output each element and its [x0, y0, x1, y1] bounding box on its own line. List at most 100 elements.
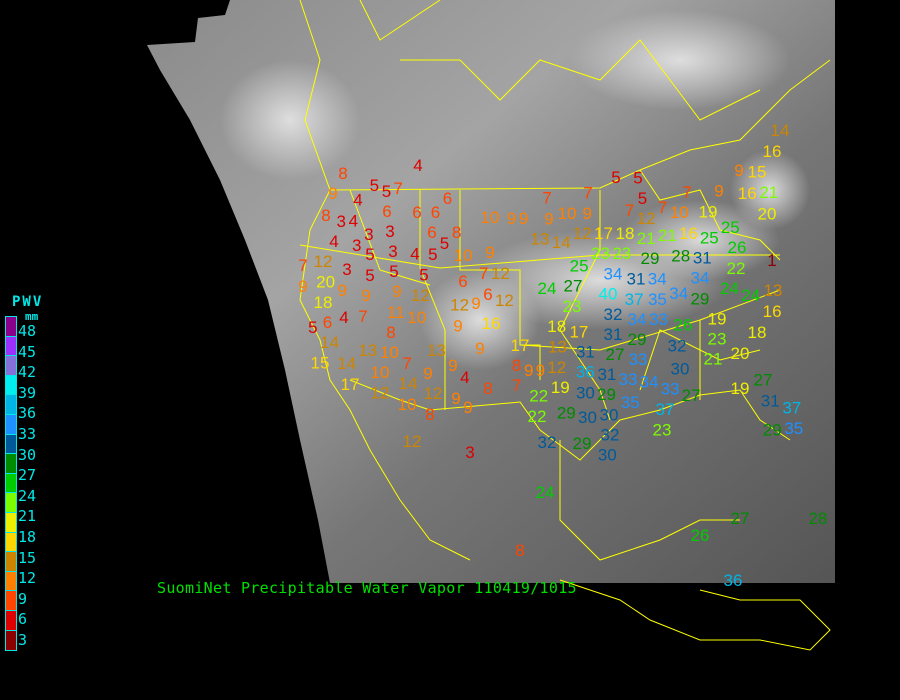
- station-pwv-value: 32: [604, 305, 623, 324]
- station-pwv-value: 13: [358, 341, 377, 360]
- legend-swatch: [6, 493, 16, 513]
- station-pwv-value: 33: [661, 379, 680, 398]
- station-pwv-value: 5: [440, 234, 449, 253]
- legend-swatch: [6, 571, 16, 592]
- station-pwv-value: 27: [731, 509, 750, 528]
- station-pwv-value: 21: [658, 226, 677, 245]
- station-pwv-value: 3: [465, 443, 474, 462]
- legend-swatch: [6, 610, 16, 631]
- station-pwv-value: 9: [519, 209, 528, 228]
- station-pwv-value: 36: [724, 571, 743, 590]
- station-pwv-value: 5: [365, 245, 374, 264]
- legend-swatch: [6, 591, 16, 611]
- station-pwv-value: 14: [399, 374, 418, 393]
- station-pwv-value: 25: [721, 218, 740, 237]
- legend-tick-label: 24: [18, 486, 37, 505]
- station-pwv-value: 34: [628, 310, 647, 329]
- station-pwv-value: 18: [314, 293, 333, 312]
- station-pwv-value: 8: [483, 379, 492, 398]
- station-pwv-value: 5: [633, 169, 642, 188]
- station-pwv-value: 8: [321, 206, 330, 225]
- station-pwv-value: 10: [481, 208, 500, 227]
- station-pwv-value: 22: [727, 259, 746, 278]
- station-pwv-value: 9: [524, 361, 533, 380]
- station-pwv-value: 3: [385, 222, 394, 241]
- station-pwv-value: 26: [674, 316, 693, 335]
- station-pwv-value: 28: [809, 509, 828, 528]
- station-pwv-value: 18: [616, 224, 635, 243]
- station-pwv-value: 19: [731, 379, 750, 398]
- station-pwv-value: 5: [365, 266, 374, 285]
- station-pwv-value: 24: [536, 483, 555, 502]
- station-pwv-value: 7: [298, 256, 307, 275]
- station-pwv-value: 7: [658, 198, 667, 217]
- station-pwv-value: 5: [370, 176, 379, 195]
- station-pwv-value: 10: [558, 204, 577, 223]
- station-pwv-value: 27: [682, 386, 701, 405]
- legend-swatch: [6, 532, 16, 553]
- station-pwv-value: 9: [471, 294, 480, 313]
- station-pwv-value: 16: [738, 184, 757, 203]
- political-borders: [299, 0, 831, 651]
- station-pwv-value: 14: [552, 233, 571, 252]
- legend-color-bar: [5, 316, 17, 652]
- station-pwv-value: 17: [511, 336, 530, 355]
- station-pwv-value: 26: [728, 238, 747, 257]
- station-pwv-value: 31: [597, 365, 616, 384]
- legend-swatch: [6, 552, 16, 572]
- station-pwv-value: 8: [338, 164, 347, 183]
- station-pwv-value: 16: [679, 224, 698, 243]
- station-pwv-value: 10: [454, 246, 473, 265]
- station-pwv-value: 8: [425, 405, 434, 424]
- station-pwv-value: 12: [371, 383, 390, 402]
- station-pwv-value: 27: [754, 371, 773, 390]
- station-pwv-value: 23: [708, 330, 727, 349]
- map-caption: SuomiNet Precipitable Water Vapor 110419…: [157, 579, 577, 597]
- station-pwv-value: 8: [386, 323, 395, 342]
- station-pwv-value: 23: [653, 420, 672, 439]
- station-pwv-value: 3: [388, 242, 397, 261]
- station-pwv-value: 12: [450, 296, 469, 315]
- station-pwv-value: 9: [485, 243, 494, 262]
- station-pwv-value: 24: [720, 279, 739, 298]
- station-pwv-value: 9: [392, 282, 401, 301]
- station-pwv-value: 6: [431, 203, 440, 222]
- station-pwv-value: 37: [625, 290, 644, 309]
- station-pwv-value: 7: [393, 179, 402, 198]
- station-pwv-value: 36: [576, 363, 595, 382]
- legend-tick-label: 15: [18, 548, 37, 567]
- station-pwv-value: 7: [402, 354, 411, 373]
- station-pwv-value: 37: [782, 399, 801, 418]
- station-pwv-value: 9: [475, 339, 484, 358]
- station-pwv-value: 30: [671, 359, 690, 378]
- station-pwv-value: 4: [349, 211, 358, 230]
- legend-tick-label: 36: [18, 404, 37, 423]
- station-pwv-value: 6: [323, 313, 332, 332]
- station-pwv-value: 17: [341, 375, 360, 394]
- legend-swatch: [6, 317, 16, 337]
- station-pwv-value: 27: [564, 277, 583, 296]
- station-pwv-value: 28: [671, 246, 690, 265]
- station-pwv-value: 29: [628, 330, 647, 349]
- station-pwv-value: 8: [515, 541, 524, 560]
- station-pwv-value: 32: [668, 336, 687, 355]
- station-pwv-value: 14: [771, 121, 790, 140]
- station-pwv-value: 32: [601, 425, 620, 444]
- station-pwv-value: 13: [548, 338, 567, 357]
- station-pwv-value: 11: [387, 303, 405, 322]
- station-pwv-value: 10: [380, 343, 399, 362]
- station-pwv-value: 21: [759, 183, 778, 202]
- station-pwv-value: 17: [594, 224, 613, 243]
- station-pwv-value: 12: [491, 264, 510, 283]
- station-pwv-value: 6: [412, 203, 421, 222]
- station-pwv-value: 32: [538, 433, 557, 452]
- station-pwv-value: 9: [507, 209, 516, 228]
- station-pwv-value: 10: [670, 203, 689, 222]
- legend-swatch: [6, 434, 16, 455]
- station-pwv-value: 12: [637, 209, 656, 228]
- station-pwv-value: 6: [458, 272, 467, 291]
- station-pwv-value: 10: [398, 395, 417, 414]
- station-pwv-value: 9: [451, 389, 460, 408]
